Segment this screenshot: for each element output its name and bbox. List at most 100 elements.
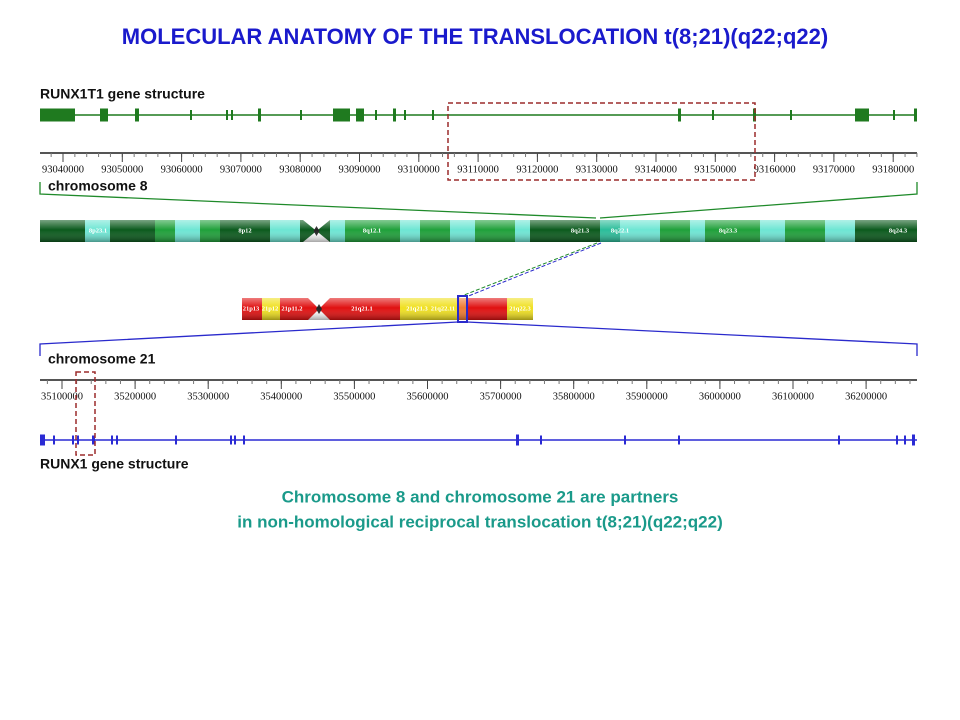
tick-label: 35200000: [114, 391, 156, 402]
tick-label: 36000000: [699, 391, 741, 402]
exon: [753, 108, 756, 122]
exon: [896, 435, 898, 445]
runx1-gene: [40, 434, 917, 446]
tick-label: 93100000: [398, 164, 440, 175]
exon: [116, 435, 118, 445]
exon: [838, 435, 840, 445]
exon: [231, 110, 233, 120]
exon: [40, 108, 75, 122]
exon: [375, 110, 377, 120]
exon: [100, 108, 108, 122]
tick-label: 93050000: [101, 164, 143, 175]
tick-label: 35900000: [626, 391, 668, 402]
exon: [712, 110, 714, 120]
tick-label: 35300000: [187, 391, 229, 402]
tick-label: 93160000: [754, 164, 796, 175]
exon: [40, 434, 45, 446]
exon: [540, 435, 542, 445]
title: MOLECULAR ANATOMY OF THE TRANSLOCATION t…: [122, 24, 828, 49]
band-label: 21q21.1: [351, 305, 373, 312]
tick-label: 93130000: [576, 164, 618, 175]
exon: [135, 108, 139, 122]
exon: [356, 108, 364, 122]
exon: [678, 435, 680, 445]
caption: in non-homological reciprocal translocat…: [237, 512, 723, 531]
band-label: 8p12: [238, 227, 251, 234]
chromosome-label: chromosome 21: [48, 351, 156, 367]
band-label: 8q24.3: [889, 227, 908, 234]
caption: Chromosome 8 and chromosome 21 are partn…: [282, 487, 679, 506]
tick-label: 35100000: [41, 391, 83, 402]
exon: [393, 108, 396, 122]
exon: [72, 435, 74, 445]
connector: [458, 242, 602, 298]
tick-label: 35500000: [333, 391, 375, 402]
runx1t1-axis: 93040000 93050000 93060000 93070000 93080000…: [40, 152, 918, 175]
chromosome-8: 8p23.1 8p12 8q12.1 8q21.3 8q22.1 8q23.3 8q24.3: [40, 220, 917, 242]
tick-label: 35400000: [260, 391, 302, 402]
chromosome-21: 21p13 21p12 21p11.2 21q21.1 21q21.3 21q22.11 2…: [242, 298, 533, 320]
tick-label: 93110000: [457, 164, 499, 175]
band-label: 8q12.1: [363, 227, 381, 234]
tick-label: 93060000: [161, 164, 203, 175]
band-label: 8q22.1: [611, 227, 629, 234]
tick-label: 93150000: [694, 164, 736, 175]
exon: [258, 108, 261, 122]
exon: [53, 435, 55, 445]
exon: [432, 110, 434, 120]
tick-label: 93080000: [279, 164, 321, 175]
band-label: 8q21.3: [571, 227, 590, 234]
tick-label: 93070000: [220, 164, 262, 175]
runx1-axis: 35100000 35200000 35300000 35400000 35500000…: [40, 379, 917, 402]
exon: [893, 110, 895, 120]
tick-label: 93090000: [339, 164, 381, 175]
shading: [40, 220, 917, 242]
exon: [234, 435, 236, 445]
band-label: 21p11.2: [281, 305, 302, 312]
band-label: 21p13: [243, 305, 260, 312]
band-label: 8q23.3: [719, 227, 738, 234]
tick-label: 35800000: [553, 391, 595, 402]
zoom-lines: [39, 182, 918, 219]
band-label: 21q22.3: [509, 305, 531, 312]
shading: [242, 298, 533, 320]
tick-label: 93040000: [42, 164, 84, 175]
highlight-box: [75, 371, 96, 456]
tick-label: 35700000: [480, 391, 522, 402]
zoom-lines: [39, 321, 918, 356]
exon: [243, 435, 245, 445]
exon: [912, 434, 915, 446]
exon: [678, 108, 681, 122]
exon: [790, 110, 792, 120]
band-label: 21q21.3: [406, 305, 428, 312]
exon: [904, 435, 906, 445]
runx1t1-gene: [40, 108, 917, 122]
gene-label: RUNX1T1 gene structure: [40, 86, 205, 102]
exon: [226, 110, 228, 120]
gene-label: RUNX1 gene structure: [40, 456, 189, 472]
exon: [624, 435, 626, 445]
exon: [855, 108, 869, 122]
band-label: 21q22.11: [431, 305, 455, 312]
band-label: 8p23.1: [89, 227, 107, 234]
highlight-box: [457, 295, 468, 323]
exon: [111, 435, 113, 445]
tick-label: 93120000: [516, 164, 558, 175]
chromosome-label: chromosome 8: [48, 178, 148, 194]
exon: [516, 434, 519, 446]
tick-label: 93170000: [813, 164, 855, 175]
tick-label: 93180000: [872, 164, 914, 175]
exon: [230, 435, 232, 445]
exon: [914, 108, 917, 122]
exon: [190, 110, 192, 120]
exon: [92, 435, 95, 445]
band-label: 21p12: [262, 305, 279, 312]
exon: [404, 110, 406, 120]
exon: [333, 108, 350, 122]
tick-label: 93140000: [635, 164, 677, 175]
exon: [175, 435, 177, 445]
highlight-box: [447, 102, 756, 181]
exon: [300, 110, 302, 120]
